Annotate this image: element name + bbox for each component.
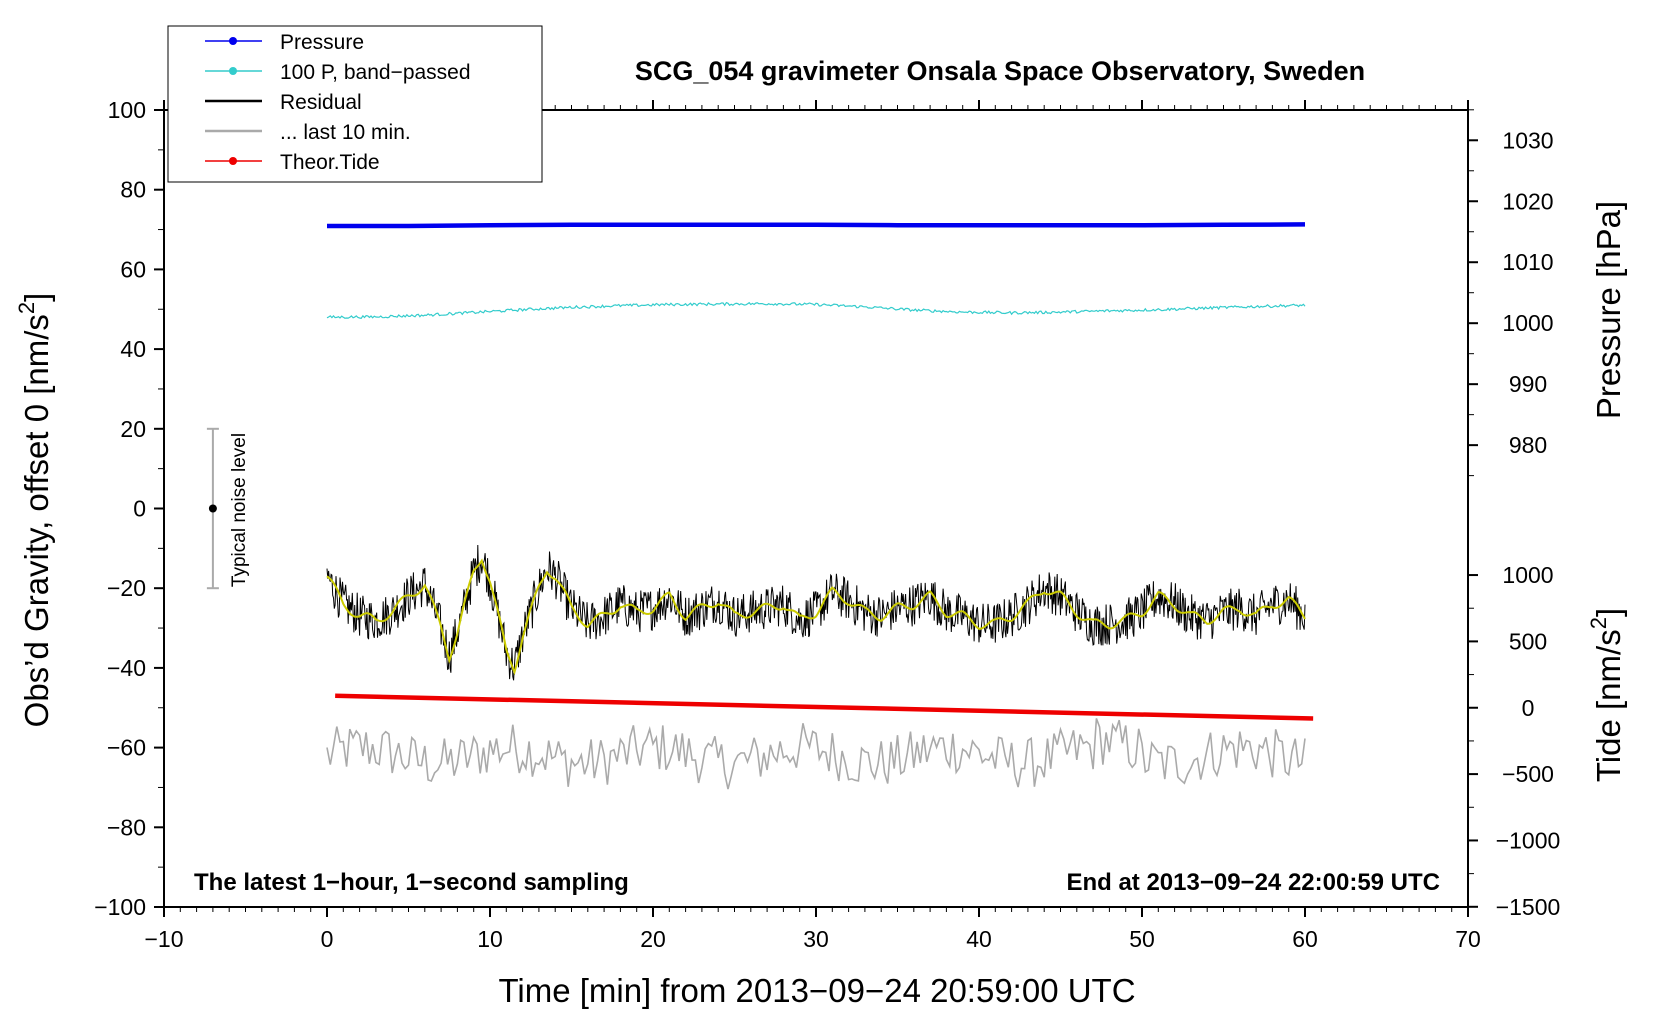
legend-box [167,25,543,183]
y-tick-label: 40 [120,336,146,362]
y-tick-label: 60 [120,256,146,282]
y-tick-label: −20 [107,575,146,601]
series-band-passed [326,301,1306,319]
x-tick-label: 0 [321,926,334,952]
x-tick-label: 70 [1455,926,1481,952]
legend-item: ... last 10 min. [205,121,411,144]
pressure-tick-label: 1010 [1502,249,1553,275]
legend-swatch-dot [229,37,237,45]
tide-tick-label: −500 [1502,761,1554,787]
note-sampling: The latest 1−hour, 1−second sampling [194,869,629,896]
x-tick-label: 60 [1292,926,1318,952]
tide-tick-label: 1000 [1502,562,1553,588]
series-pressure [327,222,1306,229]
legend-item: Pressure [205,31,364,54]
tide-tick-label: −1500 [1496,894,1561,920]
pressure-tick-label: 1000 [1502,310,1553,336]
pressure-tick-label: 990 [1509,371,1547,397]
y-tick-label: 0 [133,496,146,522]
legend-item: Theor.Tide [205,151,380,174]
series-last-10-min [326,718,1306,790]
series-residual [326,544,1306,681]
series-residual-smoothed [326,558,1306,676]
y-tick-label: 100 [108,97,146,123]
tide-tick-label: 0 [1522,695,1535,721]
chart-title: SCG_054 gravimeter Onsala Space Observat… [635,56,1365,86]
legend-swatch-dot [229,157,237,165]
x-tick-label: −10 [144,926,183,952]
y-tick-label: −80 [107,814,146,840]
legend-label: Residual [280,91,362,114]
pressure-tick-label: 1020 [1502,188,1553,214]
y-tick-label: −40 [107,655,146,681]
y-tick-label: 20 [120,416,146,442]
legend-label: ... last 10 min. [280,121,411,144]
noise-bar-center [208,504,217,513]
y-axis-title-tide: Tide [nm/s2] [1586,608,1627,782]
x-axis-title: Time [min] from 2013−09−24 20:59:00 UTC [498,972,1135,1009]
legend: Pressure 100 P, band−passed Residual ... la… [167,25,543,183]
x-tick-label: 40 [966,926,992,952]
y-axis-title-left: Obs’d Gravity, offset 0 [nm/s2] [14,293,55,728]
noise-level-label: Typical noise level [229,433,250,587]
series-theor-tide [335,693,1314,721]
legend-item: 100 P, band−passed [205,61,471,84]
x-tick-label: 20 [640,926,666,952]
note-end-time: End at 2013−09−24 22:00:59 UTC [1066,869,1440,896]
y-tick-label: 80 [120,177,146,203]
y-tick-label: −100 [94,894,146,920]
pressure-tick-label: 980 [1509,432,1547,458]
legend-label: 100 P, band−passed [280,61,471,84]
legend-label: Pressure [280,31,364,54]
legend-item: Residual [205,91,362,114]
legend-swatch-dot [229,67,237,75]
x-tick-label: 50 [1129,926,1155,952]
x-tick-label: 10 [477,926,503,952]
tide-tick-label: −1000 [1496,827,1561,853]
x-tick-label: 30 [803,926,829,952]
y-axis-title-pressure: Pressure [hPa] [1590,201,1627,419]
tide-tick-label: 500 [1509,628,1547,654]
legend-label: Theor.Tide [280,151,380,174]
plot-area [164,110,1468,907]
y-tick-label: −60 [107,735,146,761]
pressure-tick-label: 1030 [1502,127,1553,153]
